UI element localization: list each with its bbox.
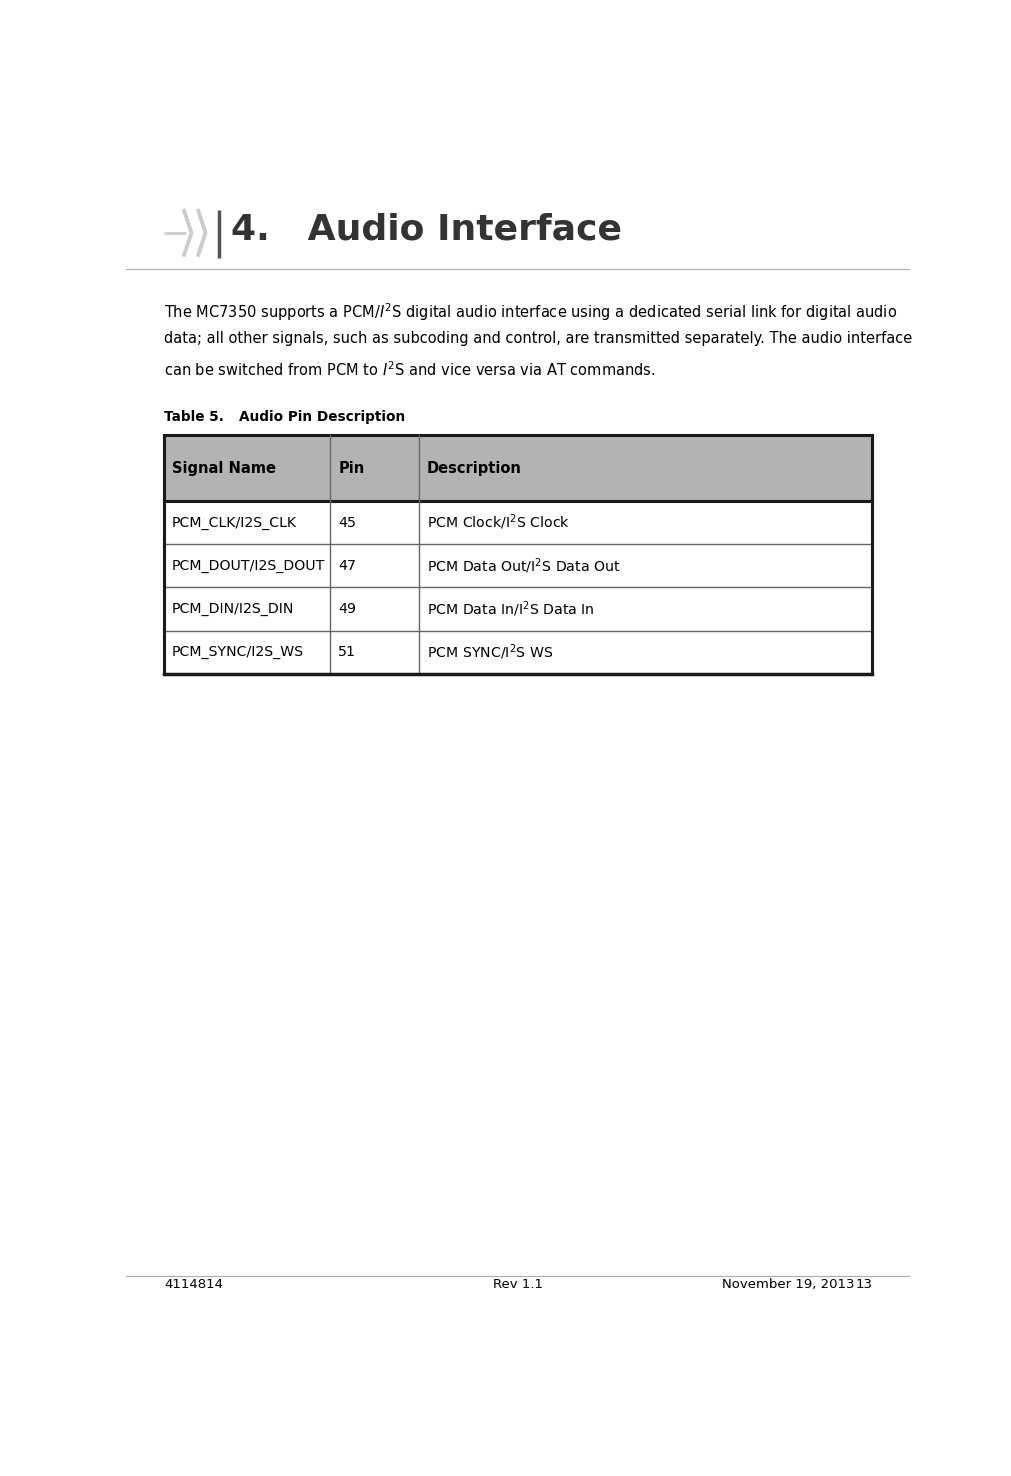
Text: PCM Clock/I$^2$S Clock: PCM Clock/I$^2$S Clock	[427, 512, 570, 533]
Text: Audio Pin Description: Audio Pin Description	[220, 410, 405, 424]
Text: data; all other signals, such as subcoding and control, are transmitted separate: data; all other signals, such as subcodi…	[164, 331, 912, 345]
Text: The MC7350 supports a PCM/$I^2$S digital audio interface using a dedicated seria: The MC7350 supports a PCM/$I^2$S digital…	[164, 301, 897, 323]
Text: Rev 1.1: Rev 1.1	[493, 1278, 543, 1292]
Text: 13: 13	[855, 1278, 872, 1292]
Text: 47: 47	[339, 559, 356, 573]
Text: PCM_SYNC/I2S_WS: PCM_SYNC/I2S_WS	[172, 645, 304, 660]
Text: 49: 49	[339, 602, 356, 615]
Text: 51: 51	[339, 645, 356, 660]
Text: 4114814: 4114814	[164, 1278, 223, 1292]
Text: can be switched from PCM to $I^2$S and vice versa via AT commands.: can be switched from PCM to $I^2$S and v…	[164, 360, 655, 379]
Text: PCM_DIN/I2S_DIN: PCM_DIN/I2S_DIN	[172, 602, 294, 615]
Text: Description: Description	[427, 461, 522, 475]
Text: November 19, 2013: November 19, 2013	[722, 1278, 854, 1292]
Text: PCM Data In/I$^2$S Data In: PCM Data In/I$^2$S Data In	[427, 599, 594, 618]
Text: Pin: Pin	[339, 461, 365, 475]
Text: 45: 45	[339, 515, 356, 530]
Bar	[164, 435, 872, 500]
Bar	[164, 500, 872, 545]
Text: PCM SYNC/I$^2$S WS: PCM SYNC/I$^2$S WS	[427, 642, 553, 661]
Bar	[164, 545, 872, 587]
Text: PCM Data Out/I$^2$S Data Out: PCM Data Out/I$^2$S Data Out	[427, 556, 621, 576]
Bar	[164, 630, 872, 673]
Text: Table 5.: Table 5.	[164, 410, 223, 424]
Text: Signal Name: Signal Name	[172, 461, 276, 475]
Text: PCM_CLK/I2S_CLK: PCM_CLK/I2S_CLK	[172, 515, 297, 530]
Text: PCM_DOUT/I2S_DOUT: PCM_DOUT/I2S_DOUT	[172, 559, 326, 573]
Bar	[164, 587, 872, 630]
Text: 4.   Audio Interface: 4. Audio Interface	[231, 213, 622, 246]
